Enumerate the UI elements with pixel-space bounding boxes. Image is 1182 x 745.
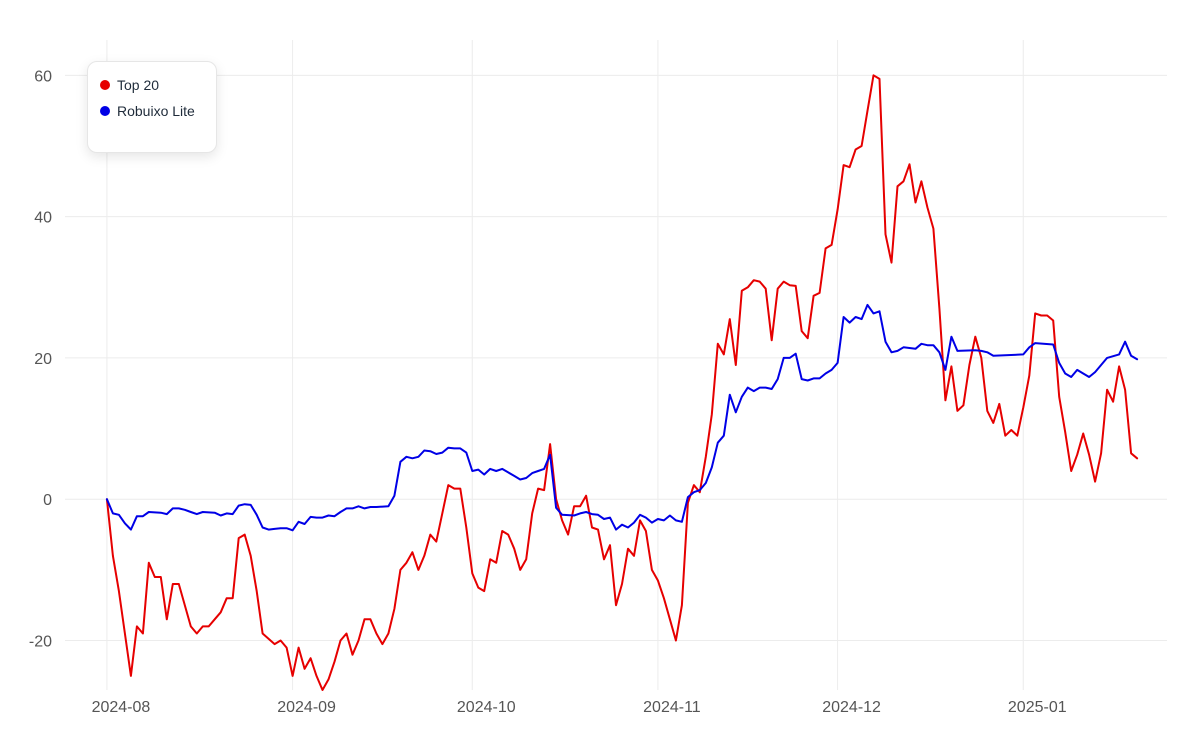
y-tick-label: 60 (34, 68, 52, 85)
y-tick-label: 40 (34, 210, 52, 227)
x-tick-label: 2024-09 (277, 699, 336, 716)
legend-label-robuixo-lite: Robuixo Lite (117, 103, 195, 119)
x-tick-label: 2025-01 (1008, 699, 1067, 716)
legend-item-robuixo-lite[interactable]: Robuixo Lite (100, 98, 216, 124)
y-tick-label: 0 (43, 492, 52, 509)
y-axis-ticks: 60 40 20 0 -20 (29, 68, 52, 650)
legend-item-top-20[interactable]: Top 20 (100, 72, 216, 98)
legend-marker-top-20 (100, 80, 110, 90)
y-tick-label: -20 (29, 634, 52, 651)
x-tick-label: 2024-10 (457, 699, 516, 716)
x-tick-label: 2024-11 (643, 699, 701, 716)
series-line-robuixo-lite (105, 303, 1139, 532)
x-axis-ticks: 2024-08 2024-09 2024-10 2024-11 2024-12 2025-… (92, 699, 1067, 716)
legend: Top 20 Robuixo Lite (87, 61, 217, 153)
series-line-top-20 (105, 74, 1139, 691)
series-lines (105, 74, 1139, 691)
y-tick-label: 20 (34, 351, 52, 368)
legend-marker-robuixo-lite (100, 106, 110, 116)
grid-lines (65, 40, 1167, 690)
x-tick-label: 2024-08 (92, 699, 151, 716)
x-tick-label: 2024-12 (822, 699, 881, 716)
legend-label-top-20: Top 20 (117, 77, 160, 93)
